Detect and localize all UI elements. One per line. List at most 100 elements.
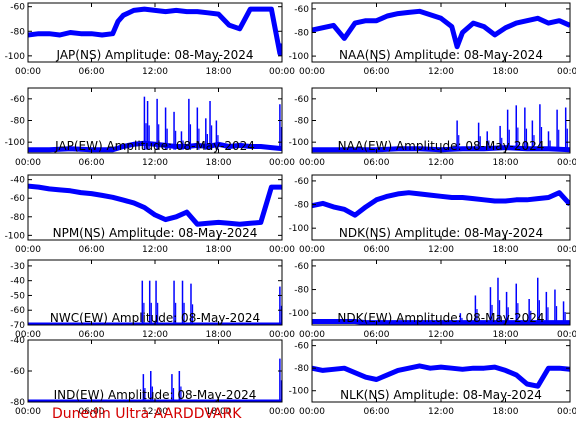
panel-title: JAP(NS) Amplitude: 08-May-2024: [56, 48, 254, 62]
y-tick-label: -50: [10, 291, 25, 301]
x-tick-label: 06:00: [364, 407, 390, 417]
x-tick-label: 00:00: [269, 407, 295, 417]
x-tick-label: 06:00: [364, 245, 390, 255]
chart-panel-1: -100 -80 -60 00:00 06:00 12:00 18:00 00:00 NAA(N…: [289, 2, 576, 77]
x-tick-label: 00:00: [269, 158, 295, 168]
x-tick-label: 18:00: [493, 245, 519, 255]
x-tick-label: 18:00: [206, 245, 232, 255]
x-tick-label: 06:00: [364, 158, 390, 168]
x-tick-label: 06:00: [79, 330, 105, 340]
x-tick-label: 00:00: [269, 245, 295, 255]
x-tick-label: 18:00: [493, 330, 519, 340]
station-footer-label: Dunedin Ultra AARDDVARK: [52, 406, 242, 422]
y-tick-label: -100: [289, 224, 310, 234]
y-tick-label: -100: [289, 309, 310, 319]
series-trace-line: [28, 8, 282, 54]
x-tick-label: 12:00: [142, 330, 168, 340]
x-tick-label: 06:00: [364, 330, 390, 340]
x-tick-label: 00:00: [299, 245, 325, 255]
x-tick-label: 12:00: [142, 67, 168, 77]
y-tick-label: -80: [10, 27, 25, 37]
chart-panel-9: -100 -80 -60 00:00 06:00 12:00 18:00 00:00 NLK(N…: [289, 339, 576, 417]
x-tick-label: 18:00: [206, 158, 232, 168]
x-tick-label: 00:00: [15, 407, 41, 417]
panel-title: NAA(NS) Amplitude: 08-May-2024: [339, 48, 543, 62]
panel-title: JAP(EW) Amplitude: 08-May-2024: [54, 139, 255, 153]
y-tick-label: -100: [5, 231, 26, 241]
y-tick-label: -40: [10, 336, 25, 346]
y-tick-label: -100: [289, 138, 310, 148]
y-tick-label: -80: [294, 29, 309, 39]
chart-panel-8: -80 -60 -40 00:00 06:00 12:00 18:00 00:00 IND(EW…: [10, 336, 295, 417]
series-trace-band: [28, 6, 282, 56]
y-tick-label: -60: [10, 306, 25, 316]
y-tick-label: -60: [294, 262, 309, 272]
y-tick-label: -60: [10, 194, 25, 204]
x-tick-label: 18:00: [493, 158, 519, 168]
panel-title: NDK(EW) Amplitude: 08-May-2024: [337, 311, 544, 325]
y-tick-label: -60: [294, 95, 309, 105]
x-tick-label: 00:00: [299, 158, 325, 168]
x-tick-label: 00:00: [557, 330, 576, 340]
y-tick-label: -70: [10, 321, 25, 331]
y-tick-label: -80: [10, 213, 25, 223]
x-tick-label: 18:00: [493, 67, 519, 77]
x-tick-label: 06:00: [79, 407, 105, 417]
x-tick-label: 18:00: [206, 67, 232, 77]
x-tick-label: 18:00: [206, 407, 232, 417]
x-tick-label: 12:00: [142, 407, 168, 417]
x-tick-label: 06:00: [79, 158, 105, 168]
y-tick-label: -40: [10, 176, 25, 186]
panel-title: IND(EW) Amplitude: 08-May-2024: [54, 388, 257, 402]
chart-panel-2: -100 -80 -60 00:00 06:00 12:00 18:00 00:00 JAP(E…: [5, 87, 295, 168]
x-tick-label: 18:00: [493, 407, 519, 417]
y-tick-label: -80: [294, 117, 309, 127]
x-tick-label: 00:00: [557, 67, 576, 77]
x-tick-label: 12:00: [142, 158, 168, 168]
x-tick-label: 06:00: [79, 245, 105, 255]
panel-title: NAA(EW) Amplitude: 08-May-2024: [338, 139, 545, 153]
x-tick-label: 06:00: [364, 67, 390, 77]
x-tick-label: 12:00: [428, 245, 454, 255]
x-tick-label: 00:00: [299, 67, 325, 77]
chart-panel-4: -100 -80 -60 -40 00:00 06:00 12:00 18:00 00:00 NP…: [5, 174, 295, 255]
series-trace-line: [28, 185, 282, 225]
y-tick-label: -100: [5, 52, 26, 62]
series-trace-line: [312, 191, 570, 216]
chart-panel-6: -70 -60 -50 -40 -30 00:00 06:00 12:00 18:00 00:00…: [10, 259, 295, 340]
y-tick-label: -60: [294, 5, 309, 15]
x-tick-label: 00:00: [557, 245, 576, 255]
y-tick-label: -40: [10, 277, 25, 287]
y-tick-label: -30: [10, 262, 25, 272]
x-tick-label: 00:00: [557, 407, 576, 417]
y-tick-label: -80: [294, 286, 309, 296]
chart-panel-3: -100 -80 -60 00:00 06:00 12:00 18:00 00:00 NAA(E…: [289, 87, 576, 168]
x-tick-label: 00:00: [299, 330, 325, 340]
series-trace-band: [312, 363, 570, 389]
x-tick-label: 00:00: [15, 245, 41, 255]
panel-title: NLK(NS) Amplitude: 08-May-2024: [340, 388, 542, 402]
y-tick-label: -100: [5, 138, 26, 148]
panel-title: NDK(NS) Amplitude: 08-May-2024: [339, 226, 543, 240]
y-tick-label: -60: [10, 95, 25, 105]
x-tick-label: 12:00: [428, 407, 454, 417]
panel-title: NPM(NS) Amplitude: 08-May-2024: [53, 226, 258, 240]
x-tick-label: 00:00: [15, 67, 41, 77]
y-tick-label: -60: [294, 177, 309, 187]
y-tick-label: -60: [10, 3, 25, 13]
y-tick-label: -60: [10, 367, 25, 377]
y-tick-label: -80: [10, 117, 25, 127]
x-tick-label: 12:00: [428, 330, 454, 340]
chart-panel-7: -100 -80 -60 00:00 06:00 12:00 18:00 00:00 NDK(E…: [289, 259, 576, 340]
x-tick-label: 00:00: [269, 67, 295, 77]
series-trace-line: [312, 10, 570, 49]
x-tick-label: 06:00: [79, 67, 105, 77]
x-tick-label: 12:00: [142, 245, 168, 255]
x-tick-label: 00:00: [15, 330, 41, 340]
chart-panel-0: -100 -80 -60 00:00 06:00 12:00 18:00 00:00 JAP(N…: [5, 2, 295, 77]
y-tick-label: -80: [10, 398, 25, 408]
y-tick-label: -100: [289, 387, 310, 397]
x-tick-label: 12:00: [428, 158, 454, 168]
series-trace-band: [28, 183, 282, 227]
